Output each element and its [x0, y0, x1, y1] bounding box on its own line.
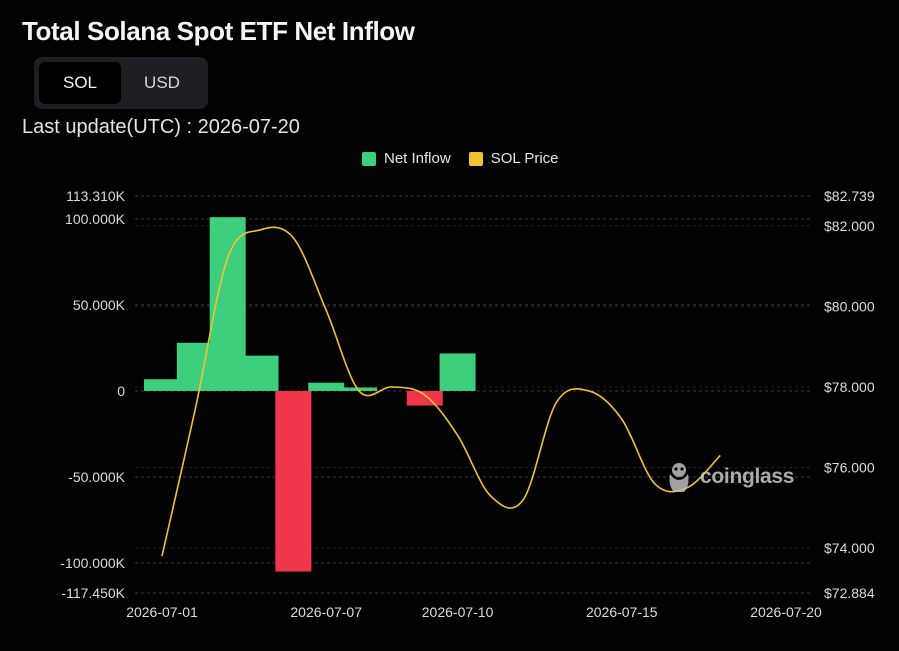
- net-inflow-bar[interactable]: [242, 355, 279, 391]
- toggle-usd-button[interactable]: USD: [144, 73, 180, 92]
- legend-item-net-inflow[interactable]: Net Inflow: [362, 150, 451, 167]
- right-axis-tick-label: $72.884: [824, 585, 875, 601]
- left-axis-tick-label: 0: [117, 383, 125, 399]
- net-inflow-bar[interactable]: [144, 379, 180, 391]
- x-axis-tick-label: 2026-07-01: [126, 604, 198, 620]
- net-inflow-bar[interactable]: [406, 390, 443, 406]
- net-inflow-bar[interactable]: [341, 387, 378, 391]
- right-axis-tick-label: $78.000: [824, 379, 875, 395]
- sol-price-line[interactable]: [161, 226, 721, 557]
- left-axis-tick-label: -100.000K: [60, 555, 125, 571]
- x-axis-tick-label: 2026-07-20: [750, 604, 822, 620]
- net-inflow-bar[interactable]: [308, 382, 345, 391]
- watermark-text: coinglass: [700, 465, 795, 488]
- chart-title: Total Solana Spot ETF Net Inflow: [22, 16, 415, 46]
- left-axis-tick-label: -50.000K: [68, 469, 125, 485]
- right-axis-tick-label: $82.000: [824, 218, 875, 234]
- currency-toggle: SOL USD: [34, 57, 208, 109]
- x-axis-tick-label: 2026-07-15: [586, 604, 658, 620]
- coinglass-watermark: coinglass: [664, 460, 794, 494]
- right-axis-tick-label: $74.000: [824, 540, 875, 556]
- right-axis-tick-label: $80.000: [824, 298, 875, 314]
- left-axis-tick-label: -117.450K: [61, 585, 125, 601]
- net-inflow-bar[interactable]: [275, 390, 312, 572]
- coinglass-logo-icon: [669, 463, 689, 492]
- chart-legend: Net Inflow SOL Price: [362, 150, 559, 167]
- net-inflow-bar[interactable]: [209, 217, 246, 391]
- toggle-sol-button[interactable]: SOL: [39, 62, 121, 104]
- legend-label-sol-price: SOL Price: [490, 150, 559, 167]
- right-axis-tick-label: $76.000: [824, 459, 875, 475]
- net-inflow-bar[interactable]: [439, 353, 476, 391]
- legend-swatch-sol-price: [468, 151, 483, 166]
- left-axis-tick-label: 100.000K: [65, 211, 126, 227]
- x-axis-tick-label: 2026-07-07: [290, 604, 362, 620]
- left-axis-tick-label: 113.310K: [66, 188, 126, 204]
- right-axis-tick-label: $82.739: [824, 188, 875, 204]
- last-update-text: Last update(UTC) : 2026-07-20: [22, 116, 300, 138]
- legend-swatch-net-inflow: [362, 151, 376, 166]
- left-axis-tick-label: 50.000K: [73, 297, 126, 313]
- x-axis-tick-label: 2026-07-10: [422, 604, 494, 620]
- legend-label-net-inflow: Net Inflow: [384, 150, 451, 167]
- legend-item-sol-price[interactable]: SOL Price: [468, 150, 559, 167]
